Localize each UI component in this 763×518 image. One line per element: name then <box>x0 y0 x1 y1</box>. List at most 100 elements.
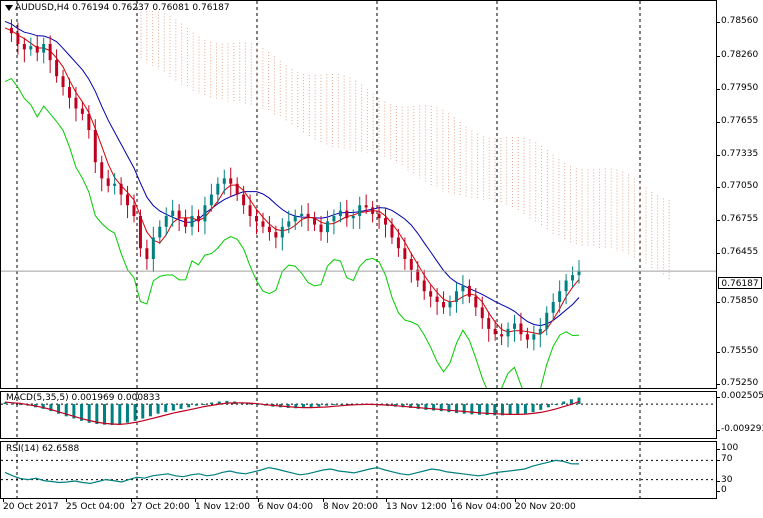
candle-body <box>216 183 220 195</box>
candle-body <box>222 178 226 184</box>
price-chart-pane[interactable]: AUDUSD,H4 0.76194 0.76237 0.76081 0.7618… <box>0 0 717 389</box>
macd-histogram-bar <box>439 404 443 412</box>
candle-body <box>132 205 136 216</box>
macd-histogram-bar <box>141 404 145 419</box>
candle-body <box>422 280 426 292</box>
candle-body <box>184 218 188 227</box>
macd-histogram-bar <box>248 403 252 405</box>
tenkan-sen-line <box>4 27 580 335</box>
candle-body <box>196 216 200 222</box>
macd-histogram-bar <box>64 404 68 417</box>
candle-body <box>100 162 104 179</box>
macd-histogram-bar <box>133 404 137 421</box>
candle-body <box>564 280 568 292</box>
candle-body <box>261 221 265 227</box>
macd-histogram-bar <box>478 404 482 415</box>
price-axis-label: 0.76455 <box>716 247 759 257</box>
macd-histogram-bar <box>523 404 527 414</box>
time-axis-label: 13 Nov 12:00 <box>386 499 447 512</box>
time-axis[interactable]: 20 Oct 2017 25 Oct 04:00 27 Oct 20:00 1 … <box>0 499 763 518</box>
candle-body <box>571 275 575 281</box>
candle-body <box>442 302 446 308</box>
price-axis-label: 0.75250 <box>716 378 759 388</box>
time-axis-label: 16 Nov 04:00 <box>451 499 512 512</box>
candle-body <box>113 183 117 186</box>
candle-body <box>558 291 562 302</box>
candle-body <box>500 334 504 337</box>
candle-body <box>29 46 33 50</box>
rsi-axis-label: 70 <box>716 454 733 464</box>
macd-histogram-bar <box>309 404 313 408</box>
macd-histogram-bar <box>156 404 160 414</box>
candle-body <box>119 183 123 195</box>
macd-histogram-bar <box>95 404 99 425</box>
rsi-chart[interactable] <box>1 442 716 498</box>
candle-body <box>209 194 213 206</box>
macd-histogram-bar <box>80 404 84 421</box>
macd-chart[interactable] <box>1 392 716 438</box>
macd-histogram-bar <box>462 404 466 414</box>
candle-body <box>493 328 497 335</box>
rsi-axis: 100 70 30 0 <box>716 441 763 499</box>
chart-open: 0.76194 <box>72 3 110 13</box>
macd-histogram-bar <box>332 404 336 406</box>
candle-body <box>235 183 239 195</box>
macd-histogram-bar <box>470 404 474 415</box>
macd-histogram-bar <box>217 401 221 405</box>
candle-body <box>545 312 549 329</box>
chart-low: 0.76081 <box>152 3 190 13</box>
candle-body <box>306 213 310 219</box>
time-axis-label: 27 Oct 20:00 <box>131 499 190 512</box>
candle-body <box>61 76 65 87</box>
chart-title-bar: AUDUSD,H4 0.76194 0.76237 0.76081 0.7618… <box>5 3 230 13</box>
candle-body <box>48 44 52 61</box>
macd-histogram-bar <box>508 404 512 416</box>
candle-body <box>364 205 368 208</box>
candle-body <box>74 97 78 109</box>
macd-histogram-bar <box>187 404 191 408</box>
price-chart[interactable] <box>1 1 716 388</box>
candle-body <box>138 216 142 249</box>
dropdown-triangle-icon[interactable] <box>5 4 13 11</box>
candle-body <box>22 44 26 50</box>
chart-close: 0.76187 <box>192 3 230 13</box>
macd-histogram-bar <box>546 404 550 408</box>
rsi-pane[interactable]: RSI(14) 62.6588 <box>0 441 717 499</box>
macd-histogram-bar <box>3 402 7 405</box>
candle-body <box>371 207 375 214</box>
candle-body <box>274 232 278 238</box>
macd-histogram-bar <box>41 404 45 409</box>
candle-body <box>145 248 149 259</box>
candle-body <box>525 334 529 340</box>
macd-histogram-bar <box>340 404 344 406</box>
candle-body <box>467 285 471 297</box>
price-axis-label: 0.75550 <box>716 346 759 356</box>
candle-body <box>358 205 362 216</box>
macd-histogram-bar <box>164 404 168 413</box>
macd-pane[interactable]: MACD(5,35,5) 0.001969 0.000833 <box>0 391 717 439</box>
time-axis-label: 6 Nov 04:00 <box>258 499 313 512</box>
candle-body <box>345 210 349 219</box>
candle-body <box>67 87 71 98</box>
macd-histogram-bar <box>256 404 260 406</box>
candle-body <box>171 210 175 216</box>
candle-body <box>384 218 388 225</box>
macd-histogram-bar <box>57 404 61 414</box>
macd-histogram-bar <box>202 404 206 406</box>
macd-histogram-bar <box>569 399 573 405</box>
price-axis[interactable]: 0.78560 0.78260 0.77950 0.77655 0.77335 … <box>716 0 763 389</box>
ichimoku-cloud <box>140 11 670 280</box>
price-axis-label: 0.78260 <box>716 50 759 60</box>
rsi-axis-label: 0 <box>717 485 727 495</box>
macd-histogram-bar <box>179 404 183 409</box>
macd-histogram-bar <box>554 404 558 406</box>
candle-body <box>338 210 342 216</box>
candle-body <box>42 44 46 53</box>
candle-body <box>9 27 13 34</box>
candle-body <box>325 221 329 233</box>
time-axis-label: 25 Oct 04:00 <box>66 499 125 512</box>
candle-body <box>332 216 336 222</box>
candle-body <box>267 226 271 233</box>
price-axis-label: 0.76755 <box>716 214 759 224</box>
price-axis-label: 0.77655 <box>716 116 759 126</box>
